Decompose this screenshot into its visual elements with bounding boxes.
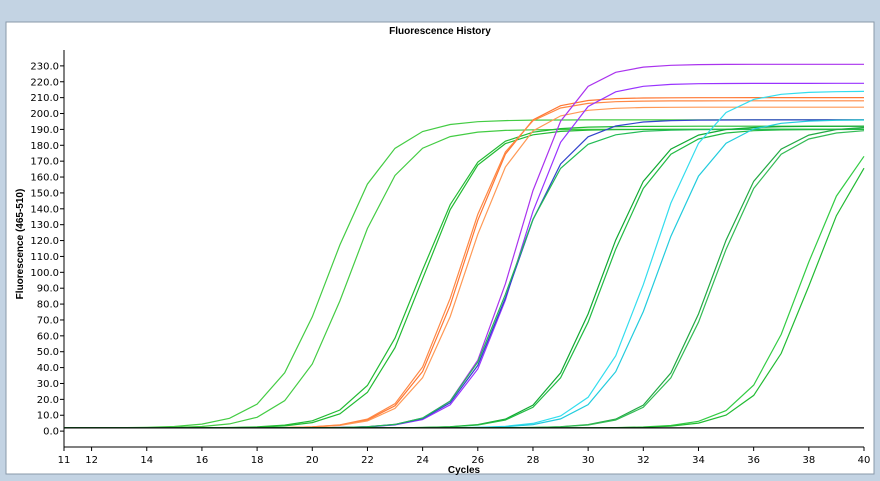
y-tick-label: 90.0: [37, 284, 59, 295]
y-tick-label: 180.0: [30, 141, 59, 152]
x-tick-label: 34: [692, 455, 705, 466]
y-tick-label: 160.0: [30, 173, 59, 184]
y-tick-label: 130.0: [30, 220, 59, 231]
x-tick-label: 16: [196, 455, 209, 466]
y-tick-label: 20.0: [37, 395, 59, 406]
y-tick-label: 190.0: [30, 125, 59, 136]
x-tick-label: 14: [140, 455, 153, 466]
y-tick-label: 230.0: [30, 61, 59, 72]
axes: [63, 50, 864, 448]
x-tick-label: 18: [251, 455, 264, 466]
y-tick-label: 200.0: [30, 109, 59, 120]
series-group: [64, 63, 865, 429]
x-ticks: 11 12 14 16 18 20 22 24 26 28 30 32 34 36 38 40: [58, 447, 871, 466]
y-tick-label: 70.0: [37, 315, 59, 326]
y-tick-label: 40.0: [37, 363, 59, 374]
x-tick-label: 32: [637, 455, 650, 466]
x-tick-label: 24: [416, 455, 429, 466]
y-tick-label: 110.0: [30, 252, 59, 263]
y-tick-label: 220.0: [30, 77, 59, 88]
x-tick-label: 40: [858, 455, 871, 466]
y-ticks: 0.0 10.0 20.0 30.0 40.0 50.0 60.0 70.0 80.0 90.0 1…: [30, 61, 64, 438]
x-tick-label: 12: [85, 455, 98, 466]
x-tick-label: 30: [582, 455, 595, 466]
x-tick-label: 36: [747, 455, 760, 466]
chart-title: Fluorescence History: [389, 26, 491, 37]
x-tick-label: 26: [471, 455, 484, 466]
x-tick-label: 22: [361, 455, 374, 466]
y-tick-label: 60.0: [37, 331, 59, 342]
y-tick-label: 100.0: [30, 268, 59, 279]
y-tick-label: 10.0: [37, 411, 59, 422]
x-tick-label: 28: [527, 455, 540, 466]
y-tick-label: 210.0: [30, 93, 59, 104]
y-tick-label: 170.0: [30, 157, 59, 168]
x-tick-label: 38: [802, 455, 815, 466]
y-tick-label: 150.0: [30, 188, 59, 199]
y-axis-label: Fluorescence (465-510): [15, 189, 26, 300]
x-tick-label: 20: [306, 455, 319, 466]
y-tick-label: 140.0: [30, 204, 59, 215]
y-tick-label: 0.0: [43, 427, 59, 438]
x-tick-label: 11: [58, 455, 71, 466]
x-axis-label: Cycles: [448, 465, 481, 476]
y-tick-label: 80.0: [37, 300, 59, 311]
plot-panel: [5, 21, 875, 475]
y-tick-label: 30.0: [37, 379, 59, 390]
y-tick-label: 50.0: [37, 347, 59, 358]
y-tick-label: 120.0: [30, 236, 59, 247]
